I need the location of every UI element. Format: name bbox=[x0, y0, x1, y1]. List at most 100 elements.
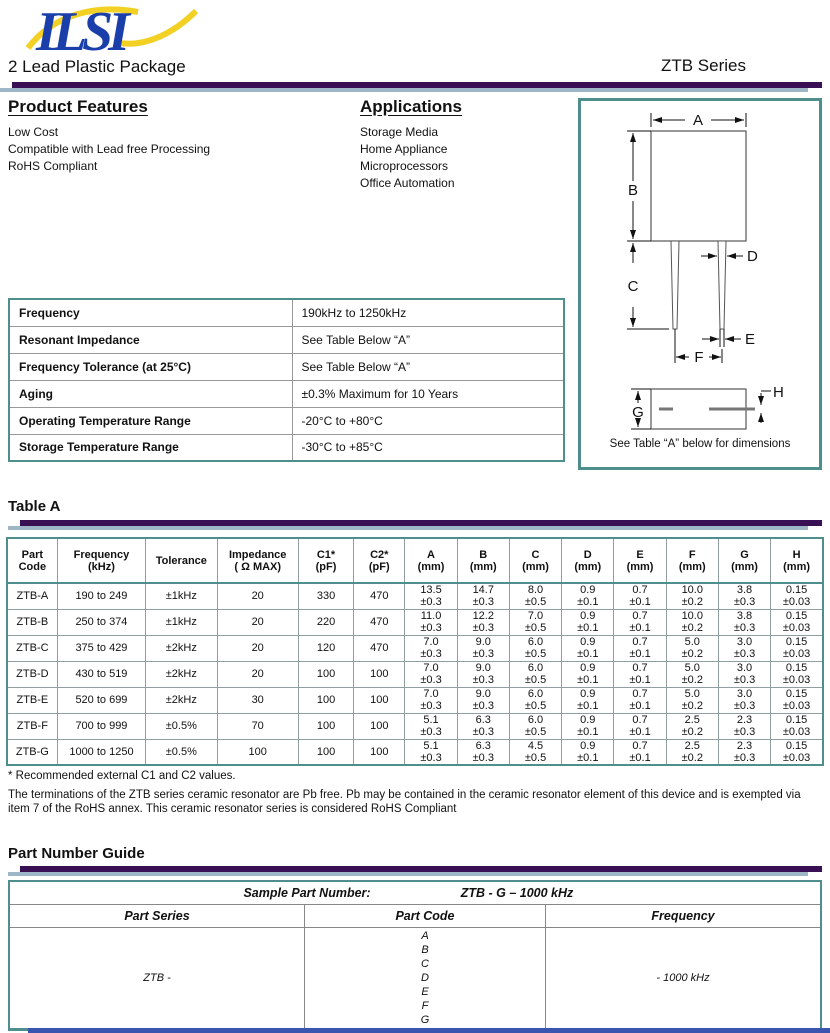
table-a-cell: 330 bbox=[297, 582, 355, 610]
spec-label: Aging bbox=[8, 379, 293, 408]
table-a-col-header: Tolerance bbox=[145, 537, 218, 584]
table-a-col-header: E (mm) bbox=[613, 537, 667, 584]
table-a-cell: 5.0 ±0.2 bbox=[665, 686, 719, 714]
table-a-cell: 100 bbox=[353, 686, 406, 714]
table-a-row: ZTB-A 190 to 249 ±1kHz 20 330 470 13.5 ±0.3 14.7… bbox=[6, 582, 824, 610]
logo-swoosh-left bbox=[25, 6, 139, 50]
table-a-cell: 0.15 ±0.03 bbox=[770, 608, 824, 636]
header-rule bbox=[0, 82, 822, 92]
feature-item: Compatible with Lead free Processing bbox=[8, 142, 211, 156]
application-item: Office Automation bbox=[360, 176, 455, 190]
dim-label-f: F bbox=[694, 349, 703, 366]
dim-c bbox=[627, 243, 669, 330]
table-a-cell: 14.7 ±0.3 bbox=[456, 582, 510, 610]
lead-right bbox=[717, 240, 727, 330]
dim-b bbox=[627, 130, 651, 242]
table-a-cell: ±1kHz bbox=[145, 608, 218, 636]
dim-a bbox=[650, 113, 747, 127]
table-a-cell: 5.0 ±0.2 bbox=[665, 634, 719, 662]
table-a-col-header: D (mm) bbox=[561, 537, 615, 584]
spec-label: Resonant Impedance bbox=[8, 325, 293, 354]
table-a-cell: 6.0 ±0.5 bbox=[508, 686, 563, 714]
table-a-cell: 0.15 ±0.03 bbox=[770, 712, 824, 740]
application-item: Storage Media bbox=[360, 125, 439, 139]
table-a-row: ZTB-G 1000 to 1250 ±0.5% 100 100 100 5.1 ±0.3 6.… bbox=[6, 738, 824, 766]
part-number-guide-rule bbox=[8, 866, 822, 876]
table-a-cell: ZTB-A bbox=[6, 582, 58, 610]
dim-h bbox=[758, 390, 771, 423]
application-item: Home Appliance bbox=[360, 142, 448, 156]
table-a-cell: 7.0 ±0.3 bbox=[404, 634, 458, 662]
spec-table: Frequency 190kHz to 1250kHz Resonant Imped… bbox=[8, 298, 565, 462]
rohs-note: The terminations of the ZTB series ceram… bbox=[8, 789, 801, 815]
table-a: Part Code Frequency (kHz) Tolerance Impedance… bbox=[6, 537, 824, 766]
spec-value: See Table Below “A” bbox=[291, 352, 565, 381]
table-a-cell: 2.5 ±0.2 bbox=[665, 712, 719, 740]
sample-part-number-label: Sample Part Number: bbox=[243, 886, 371, 900]
spec-table-body: Frequency 190kHz to 1250kHz Resonant Imped… bbox=[8, 298, 565, 462]
table-a-cell: ZTB-C bbox=[6, 634, 58, 662]
table-a-header-row: Part Code Frequency (kHz) Tolerance Impedance… bbox=[6, 537, 824, 584]
table-a-cell: ZTB-E bbox=[6, 686, 58, 714]
diagram-caption: See Table “A” below for dimensions bbox=[609, 438, 791, 450]
spec-row: Resonant Impedance See Table Below “A” bbox=[8, 325, 565, 354]
table-a-cell: 430 to 519 bbox=[56, 660, 147, 688]
table-a-cell: ZTB-F bbox=[6, 712, 58, 740]
table-a-title: Table A bbox=[8, 498, 61, 515]
table-a-cell: ±0.5% bbox=[145, 712, 218, 740]
table-a-cell: 9.0 ±0.3 bbox=[456, 634, 510, 662]
table-a-cell: 0.9 ±0.1 bbox=[561, 738, 615, 766]
table-a-cell: 0.7 ±0.1 bbox=[613, 686, 667, 714]
table-a-col-header: C (mm) bbox=[508, 537, 563, 584]
table-a-cell: 0.15 ±0.03 bbox=[770, 582, 824, 610]
table-a-cell: 0.7 ±0.1 bbox=[613, 608, 667, 636]
part-code-option: C bbox=[421, 958, 429, 970]
product-features-section: Product Features Low Cost Compatible with… bbox=[8, 97, 338, 175]
table-a-cell: 100 bbox=[297, 712, 355, 740]
feature-item: Low Cost bbox=[8, 125, 59, 139]
table-a-cell: 12.2 ±0.3 bbox=[456, 608, 510, 636]
table-a-cell: ±2kHz bbox=[145, 634, 218, 662]
table-a-cell: 100 bbox=[353, 738, 406, 766]
part-number-guide-title: Part Number Guide bbox=[8, 845, 145, 862]
table-a-cell: 9.0 ±0.3 bbox=[456, 686, 510, 714]
table-a-col-header: A (mm) bbox=[404, 537, 458, 584]
spec-value: -30°C to +85°C bbox=[291, 433, 565, 462]
table-a-cell: 2.3 ±0.3 bbox=[717, 738, 772, 766]
applications-list: Storage Media Home Appliance Microprocesso… bbox=[360, 124, 560, 192]
logo-swoosh-right bbox=[119, 8, 199, 47]
part-code-option: B bbox=[421, 944, 429, 956]
table-a-cell: 20 bbox=[216, 608, 299, 636]
table-a-cell: 120 bbox=[297, 634, 355, 662]
table-a-cell: 100 bbox=[297, 738, 355, 766]
table-a-cell: ZTB-D bbox=[6, 660, 58, 688]
table-a-cell: 0.9 ±0.1 bbox=[561, 712, 615, 740]
table-a-body: ZTB-A 190 to 249 ±1kHz 20 330 470 13.5 ±0.3 14.7… bbox=[6, 582, 824, 766]
table-a-cell: 3.0 ±0.3 bbox=[717, 634, 772, 662]
column-header-part-code: Part Code bbox=[305, 905, 546, 928]
logo-text: ILSI bbox=[35, 2, 132, 56]
table-a-cell: 2.3 ±0.3 bbox=[717, 712, 772, 740]
table-a-footnote: * Recommended external C1 and C2 values. bbox=[8, 770, 236, 782]
table-a-col-header: H (mm) bbox=[770, 537, 824, 584]
table-a-cell: ZTB-B bbox=[6, 608, 58, 636]
dim-label-g: G bbox=[632, 404, 644, 421]
table-a-col-header: C1* (pF) bbox=[297, 537, 355, 584]
table-a-cell: 1000 to 1250 bbox=[56, 738, 147, 766]
spec-row: Aging ±0.3% Maximum for 10 Years bbox=[8, 379, 565, 408]
table-a-cell: ±0.5% bbox=[145, 738, 218, 766]
table-a-cell: 7.0 ±0.5 bbox=[508, 608, 563, 636]
table-a-cell: ±1kHz bbox=[145, 582, 218, 610]
table-a-cell: 5.1 ±0.3 bbox=[404, 738, 458, 766]
package-diagram-box: A B C D E bbox=[578, 98, 822, 470]
table-a-col-header: Frequency (kHz) bbox=[56, 537, 147, 584]
table-a-cell: 0.7 ±0.1 bbox=[613, 634, 667, 662]
table-a-cell: 6.0 ±0.5 bbox=[508, 660, 563, 688]
table-a-cell: 6.0 ±0.5 bbox=[508, 634, 563, 662]
spec-label: Storage Temperature Range bbox=[8, 433, 293, 462]
table-a-cell: 470 bbox=[353, 582, 406, 610]
table-a-cell: 20 bbox=[216, 660, 299, 688]
table-a-cell: 30 bbox=[216, 686, 299, 714]
table-a-col-header: Part Code bbox=[6, 537, 58, 584]
table-a-cell: 0.7 ±0.1 bbox=[613, 660, 667, 688]
